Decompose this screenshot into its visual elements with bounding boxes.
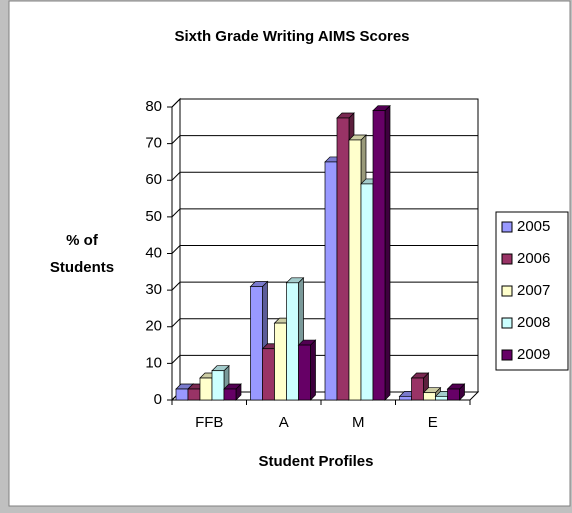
bar <box>298 344 311 401</box>
legend-label: 2005 <box>517 218 550 235</box>
grid-line <box>171 98 478 108</box>
y-tick-label: 80 <box>145 98 162 115</box>
legend-label: 2008 <box>517 314 550 331</box>
bar <box>223 388 237 401</box>
bar <box>360 183 374 401</box>
bar <box>199 377 213 401</box>
legend-swatch <box>501 253 513 265</box>
legend-label: 2006 <box>517 250 550 267</box>
bar <box>423 392 436 401</box>
bar <box>286 282 299 401</box>
bar <box>399 395 412 401</box>
legend-swatch <box>501 221 513 233</box>
x-tick-label: E <box>428 414 438 431</box>
y-tick-label: 50 <box>145 208 162 225</box>
y-tick-label: 10 <box>145 354 162 371</box>
chart-title: Sixth Grade Writing AIMS Scores <box>174 28 409 45</box>
bar <box>187 388 201 401</box>
bar <box>411 377 424 401</box>
y-tick-label: 30 <box>145 281 162 298</box>
bar <box>447 388 460 401</box>
bar <box>336 117 350 401</box>
bar <box>250 286 263 401</box>
legend-swatch <box>501 349 513 361</box>
bar <box>274 322 287 401</box>
y-tick-label: 40 <box>145 244 162 261</box>
bar <box>435 395 448 401</box>
legend-label: 2009 <box>517 346 550 363</box>
x-axis-label: Student Profiles <box>258 453 373 470</box>
y-axis-label: Students <box>50 259 114 276</box>
x-tick-label: FFB <box>195 414 223 431</box>
legend-swatch <box>501 317 513 329</box>
x-tick-label: A <box>279 414 289 431</box>
bar <box>348 139 362 401</box>
y-tick-label: 70 <box>145 135 162 152</box>
y-tick-label: 60 <box>145 171 162 188</box>
bar <box>211 370 225 401</box>
bar-side <box>310 339 316 401</box>
bar-side <box>384 104 391 401</box>
bar <box>262 348 275 401</box>
bar <box>324 161 338 401</box>
y-tick-label: 20 <box>145 318 162 335</box>
bar <box>372 110 386 401</box>
bar <box>175 388 189 401</box>
y-tick-label: 0 <box>154 391 162 408</box>
y-axis-label: % of <box>66 232 99 249</box>
x-tick-label: M <box>352 414 365 431</box>
legend-swatch <box>501 285 513 297</box>
legend-label: 2007 <box>517 282 550 299</box>
